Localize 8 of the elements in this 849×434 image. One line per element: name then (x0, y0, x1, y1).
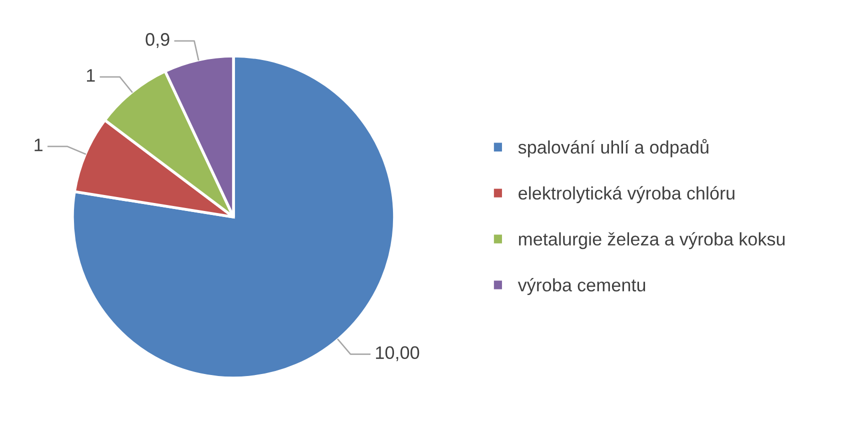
legend-label: elektrolytická výroba chlóru (518, 186, 734, 204)
data-label: 1 (34, 138, 42, 152)
data-label: 0,9 (146, 33, 170, 48)
data-label: 1 (86, 69, 95, 82)
legend-label: výroba cementu (518, 278, 646, 296)
legend-label: spalování uhlí a odpadů (518, 138, 708, 158)
legend-label: metalurgie železa a výroba koksu (519, 232, 785, 250)
data-label: 10,00 (376, 346, 420, 362)
